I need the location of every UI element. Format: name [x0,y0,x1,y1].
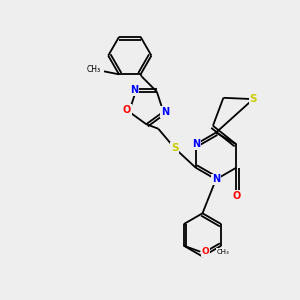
Text: S: S [171,143,178,153]
Text: N: N [192,139,200,149]
Text: O: O [123,105,131,115]
Text: N: N [161,107,169,117]
Text: N: N [212,174,220,184]
Text: N: N [130,85,138,95]
Text: CH₃: CH₃ [86,65,100,74]
Text: CH₃: CH₃ [217,249,230,255]
Text: O: O [202,247,210,256]
Text: O: O [232,190,240,201]
Text: S: S [249,94,257,104]
